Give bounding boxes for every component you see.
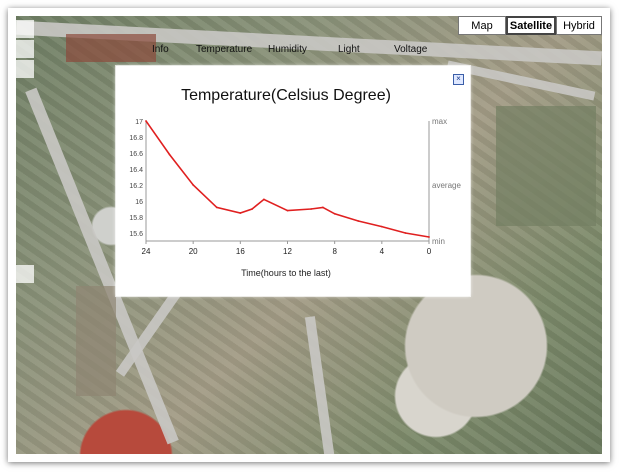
temperature-point — [404, 232, 407, 234]
temperature-point — [357, 220, 360, 222]
temperature-point — [145, 120, 147, 122]
x-tick-label: 0 — [427, 247, 432, 256]
temperature-point — [380, 225, 383, 228]
temperature-point — [263, 198, 265, 201]
map-type-map-button[interactable]: Map — [458, 16, 506, 35]
temperature-point — [251, 208, 254, 210]
y-tick-label: 16 — [135, 199, 143, 206]
zoom-control-segment[interactable] — [16, 20, 34, 38]
map-building — [66, 34, 156, 62]
map-type-hybrid-button[interactable]: Hybrid — [556, 16, 602, 35]
x-tick-label: 24 — [142, 247, 151, 256]
x-tick-label: 4 — [380, 247, 385, 256]
temperature-point — [168, 153, 171, 156]
x-tick-label: 20 — [189, 247, 198, 256]
temperature-line — [145, 120, 430, 238]
y-tick-label: 15.6 — [129, 231, 143, 238]
map-parking — [76, 286, 116, 396]
x-tick-label: 12 — [283, 247, 292, 256]
y-tick-label: 16.8 — [129, 135, 143, 142]
y-tick-label: 16.6 — [129, 151, 143, 158]
chart-title: Temperature(Celsius Degree) — [181, 87, 391, 104]
tab-humidity[interactable]: Humidity — [268, 44, 307, 55]
tab-info[interactable]: Info — [152, 44, 169, 55]
tab-voltage[interactable]: Voltage — [394, 44, 428, 55]
temperature-point — [215, 206, 218, 209]
y-tick-label: 17 — [135, 119, 143, 126]
y-tick-label: 16.4 — [129, 167, 143, 174]
tab-light[interactable]: Light — [338, 44, 360, 55]
map-field — [496, 106, 596, 226]
close-icon[interactable]: × — [453, 74, 464, 85]
x-tick-label: 8 — [332, 247, 337, 256]
tab-temperature[interactable]: Temperature — [196, 44, 253, 55]
temperature-point — [333, 212, 336, 215]
temperature-point — [428, 236, 430, 238]
right-axis-label: min — [432, 237, 445, 246]
x-axis-label: Time(hours to the last) — [241, 268, 331, 278]
zoom-control-segment[interactable] — [16, 60, 34, 78]
map-type-satellite-button[interactable]: Satellite — [506, 16, 556, 35]
zoom-control-segment[interactable] — [16, 40, 34, 58]
map-road — [304, 316, 338, 454]
temperature-point — [310, 208, 312, 210]
right-axis-label: average — [432, 181, 461, 190]
right-axis-label: max — [432, 117, 447, 126]
y-tick-label: 15.8 — [129, 215, 143, 222]
zoom-control-segment[interactable] — [16, 265, 34, 283]
x-tick-label: 16 — [236, 247, 245, 256]
temperature-point — [321, 206, 324, 209]
temperature-chart: Temperature(Celsius Degree) Time(hours t… — [129, 87, 461, 278]
temperature-point — [192, 184, 195, 186]
info-window: × Temperature(Celsius Degree) Time(hours… — [116, 66, 470, 296]
temperature-point — [286, 209, 289, 212]
y-tick-label: 16.2 — [129, 183, 143, 190]
temperature-point — [239, 212, 242, 214]
